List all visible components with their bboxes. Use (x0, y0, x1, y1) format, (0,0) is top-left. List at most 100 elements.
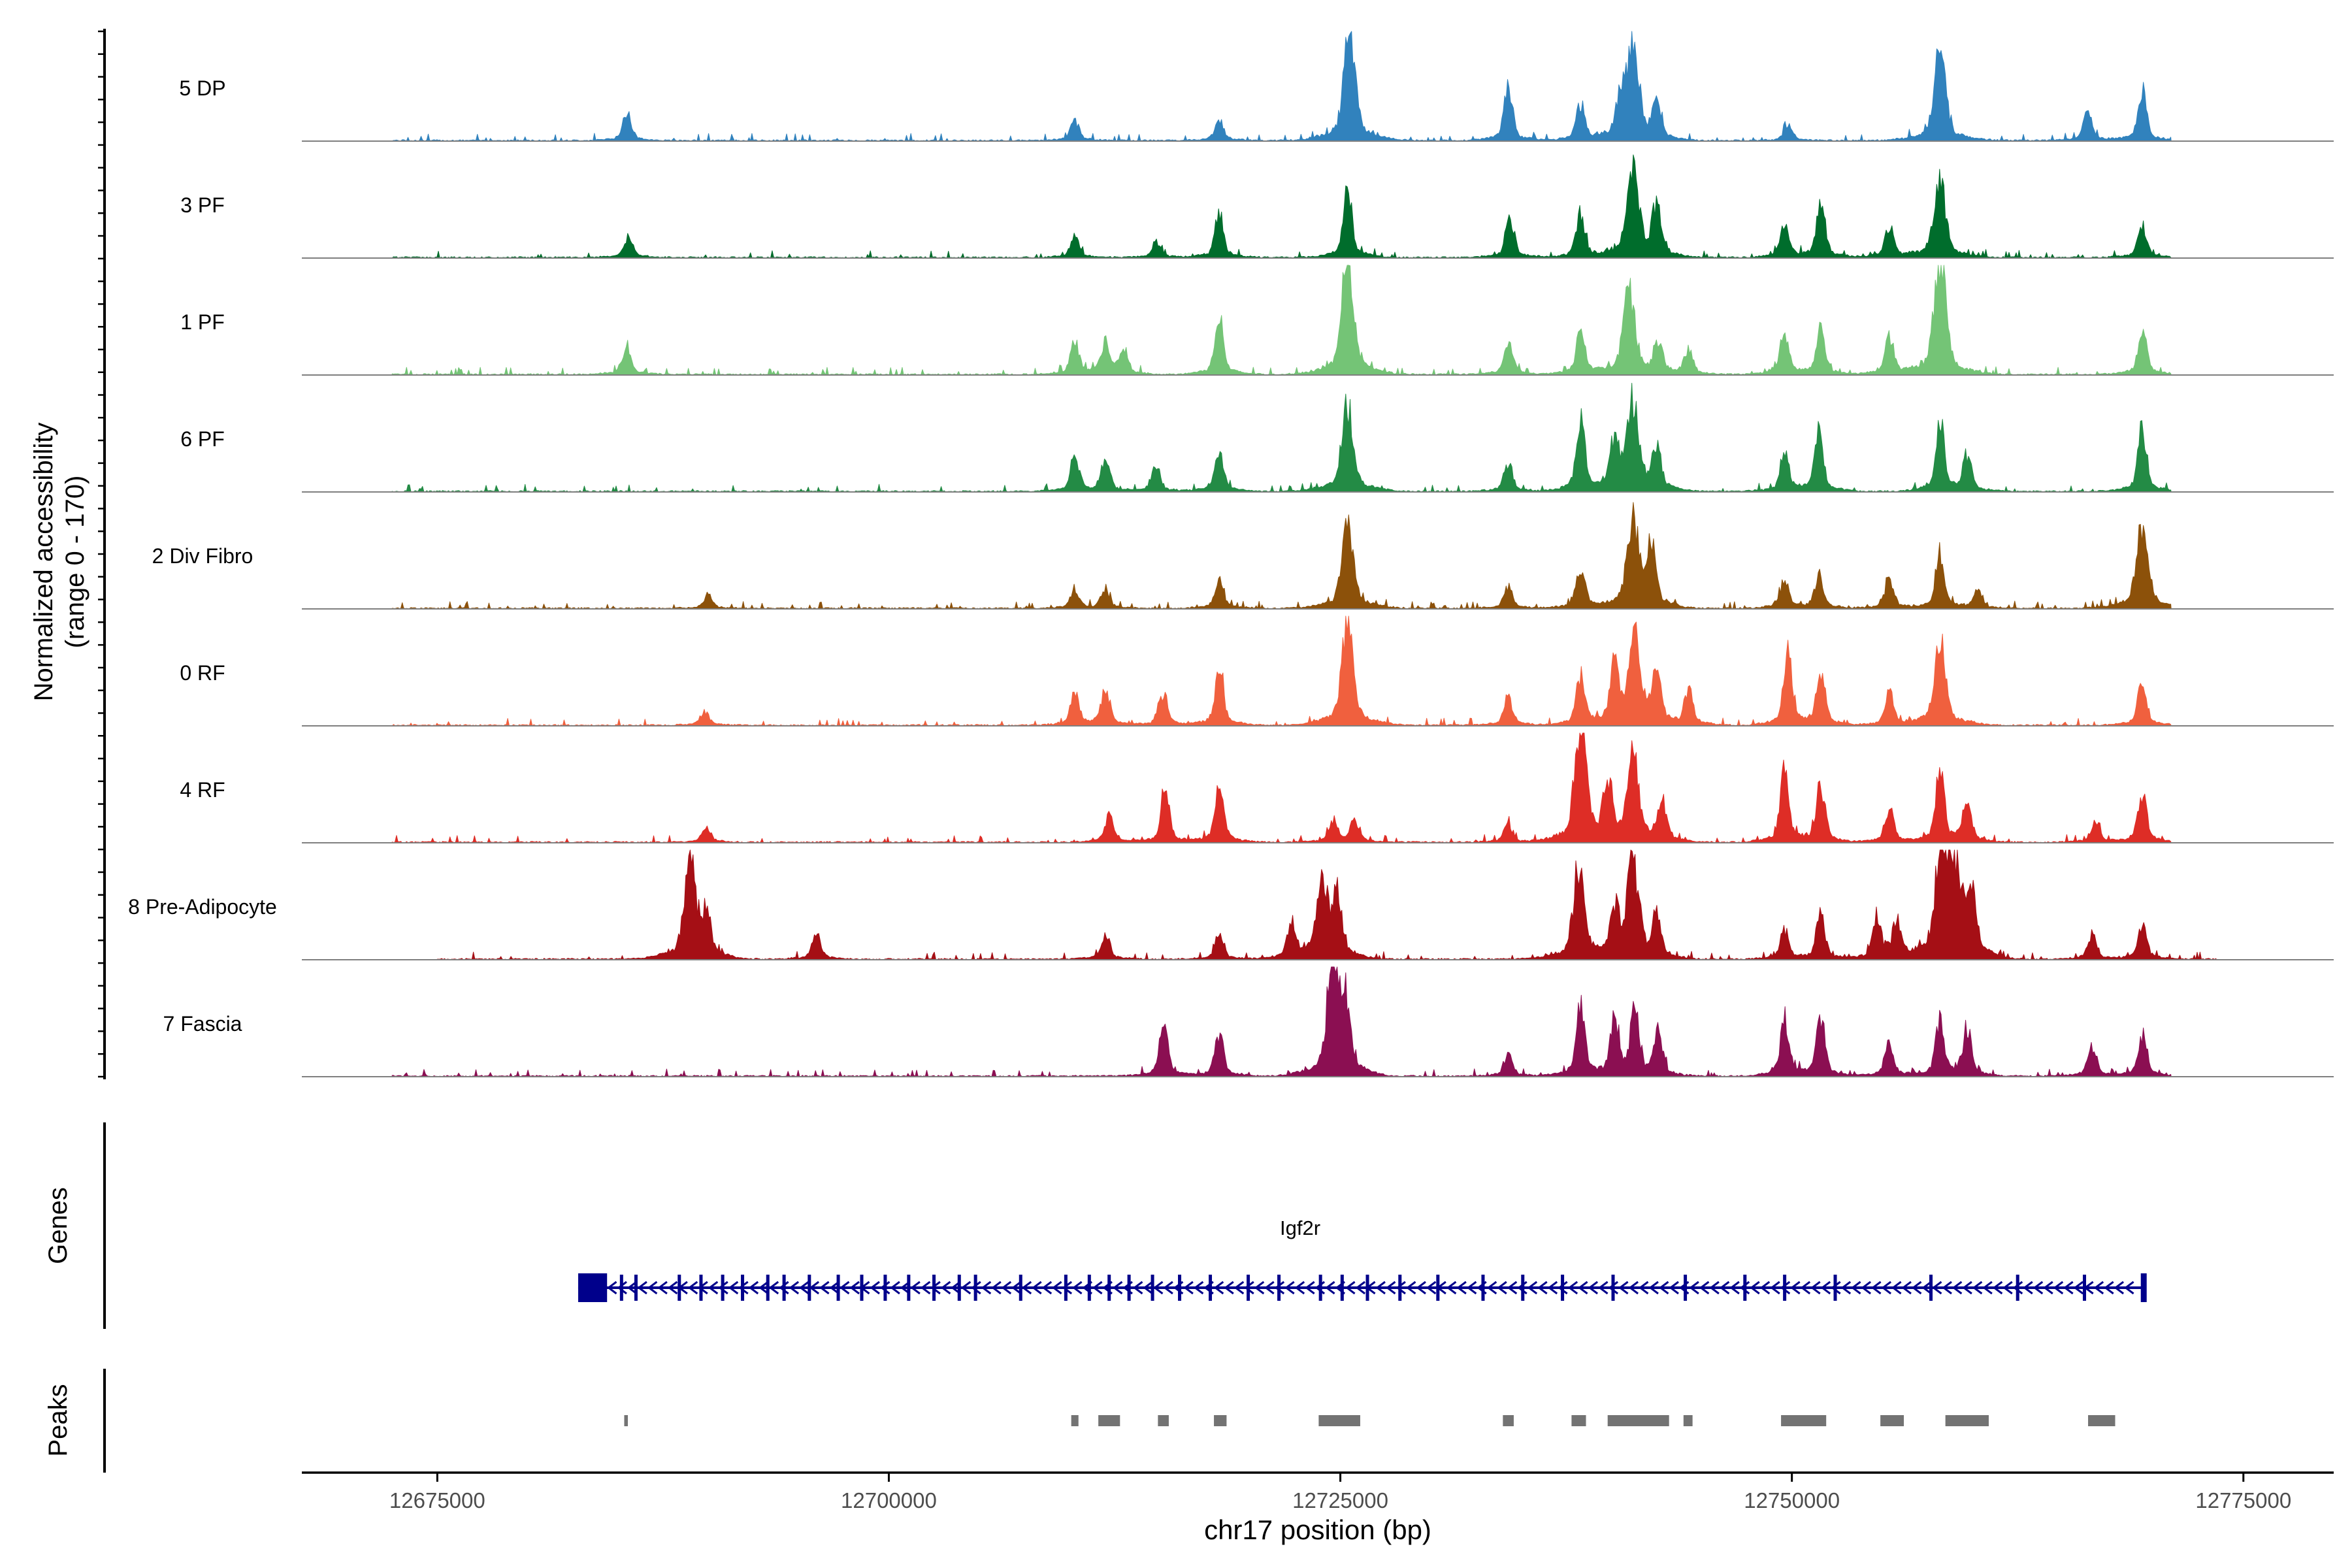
track-label-8-pre-adipocyte: 8 Pre-Adipocyte (128, 895, 277, 919)
gene-strand-arrow (779, 1281, 789, 1295)
gene-strand-arrow (2083, 1281, 2094, 1295)
gene-strand-arrow (1942, 1281, 1952, 1295)
gene-strand-arrow (1456, 1281, 1467, 1295)
gene-strand-arrow (1315, 1281, 1325, 1295)
gene-strand-arrow (728, 1281, 739, 1295)
gene-strand-arrow (1810, 1281, 1821, 1295)
track-label-1-pf: 1 PF (180, 310, 225, 334)
x-ticks: 12675000 12700000 12725000 12750000 12775000 (389, 1473, 2291, 1512)
gene-exon (932, 1275, 936, 1301)
gene-strand-arrow (678, 1281, 688, 1295)
gene-strand-arrow (1213, 1281, 1224, 1295)
coverage-ylabel-line2: (range 0 - 170) (61, 476, 90, 649)
x-axis: 12675000 12700000 12725000 12750000 12775000… (302, 1471, 2334, 1545)
peak-region (1945, 1415, 1989, 1426)
gene-exon (1340, 1275, 1344, 1301)
gene-exon (957, 1275, 961, 1301)
gene-strand-arrow (1861, 1281, 1871, 1295)
gene-strand-arrow (2063, 1281, 2074, 1295)
track-signal-1-pf (391, 265, 2172, 376)
gene-strand-arrow (1052, 1281, 1062, 1295)
gene-strand-arrow (1578, 1281, 1588, 1295)
track-label-2-div-fibro: 2 Div Fibro (152, 544, 253, 568)
gene-strand-arrow (1224, 1281, 1234, 1295)
track-signal-5-dp (391, 31, 2172, 142)
gene-strand-arrow (2023, 1281, 2033, 1295)
gene-strand-arrow (1153, 1281, 1164, 1295)
gene-model (578, 1273, 2147, 1302)
gene-exon (721, 1275, 725, 1301)
gene-strand-arrow (647, 1281, 658, 1295)
gene-strand-arrow (1639, 1281, 1649, 1295)
track-label-3-pf: 3 PF (180, 193, 225, 217)
gene-strand-arrow (1274, 1281, 1285, 1295)
gene-strand-arrow (1264, 1281, 1275, 1295)
gene-strand-arrow (627, 1281, 638, 1295)
gene-strand-arrow (1608, 1281, 1618, 1295)
gene-strand-arrow (667, 1281, 678, 1295)
gene-strand-arrow (1527, 1281, 1538, 1295)
gene-strand-arrow (1972, 1281, 1983, 1295)
gene-strand-arrow (1992, 1281, 2003, 1295)
gene-strand-arrow (1133, 1281, 1143, 1295)
track-label-7-fascia: 7 Fascia (163, 1012, 242, 1036)
gene-exon (907, 1275, 911, 1301)
track-6-pf: 6 PF (180, 383, 2334, 493)
gene-strand-arrow (1709, 1281, 1720, 1295)
gene-exon (1318, 1275, 1322, 1301)
gene-exon (1209, 1275, 1213, 1301)
gene-strand-arrow (1011, 1281, 1022, 1295)
gene-strand-arrow (1497, 1281, 1507, 1295)
gene-strand-arrow (1386, 1281, 1396, 1295)
gene-strand-arrow (870, 1281, 880, 1295)
gene-strand-arrow (940, 1281, 951, 1295)
gene-strand-arrow (2043, 1281, 2053, 1295)
track-0-rf: 0 RF (180, 615, 2334, 727)
gene-strand-arrow (1466, 1281, 1477, 1295)
gene-strand-arrow (819, 1281, 830, 1295)
gene-strand-arrow (1477, 1281, 1487, 1295)
x-axis-title: chr17 position (bp) (1204, 1514, 1431, 1545)
gene-strand-arrow (1840, 1281, 1852, 1295)
gene-strand-arrow (799, 1281, 809, 1295)
gene-exon (1277, 1275, 1281, 1301)
gene-strand-arrow (1921, 1281, 1932, 1295)
gene-name-label: Igf2r (1280, 1217, 1320, 1239)
gene-strand-arrow (1163, 1281, 1173, 1295)
track-4-rf: 4 RF (180, 732, 2334, 843)
gene-strand-arrow (1426, 1281, 1437, 1295)
peak-region (1781, 1415, 1827, 1426)
gene-strand-arrow (687, 1281, 698, 1295)
gene-strand-arrow (930, 1281, 941, 1295)
gene-strand-arrow (1305, 1281, 1315, 1295)
gene-strand-arrow (1567, 1281, 1578, 1295)
gene-strand-arrow (1932, 1281, 1942, 1295)
gene-strand-arrow (1092, 1281, 1103, 1295)
gene-exon (634, 1275, 638, 1301)
gene-strand-arrow (1912, 1281, 1922, 1295)
gene-strand-arrow (991, 1281, 1002, 1295)
gene-strand-arrow (1193, 1281, 1204, 1295)
gene-exon (619, 1275, 623, 1301)
gene-strand-arrow (1679, 1281, 1690, 1295)
track-signal-8-pre-adipocyte (436, 849, 2217, 960)
gene-exon (603, 1275, 607, 1301)
gene-strand-arrow (1891, 1281, 1902, 1295)
gene-exon (1151, 1275, 1154, 1301)
track-3-pf: 3 PF (180, 154, 2334, 259)
gene-strand-arrow (1790, 1281, 1801, 1295)
gene-utr-block (578, 1273, 608, 1302)
track-1-pf: 1 PF (180, 265, 2334, 376)
gene-strand-arrow (840, 1281, 850, 1295)
gene-strand-arrow (860, 1281, 870, 1295)
gene-strand-arrow (789, 1281, 799, 1295)
gene-strand-arrow (1598, 1281, 1609, 1295)
x-tick-label: 12775000 (2195, 1488, 2291, 1512)
gene-strand-arrow (1335, 1281, 1345, 1295)
gene-strand-arrow (849, 1281, 860, 1295)
gene-strand-arrow (2073, 1281, 2084, 1295)
gene-strand-arrow (1041, 1281, 1053, 1295)
gene-exon (1178, 1275, 1182, 1301)
gene-strand-arrow (1618, 1281, 1629, 1295)
